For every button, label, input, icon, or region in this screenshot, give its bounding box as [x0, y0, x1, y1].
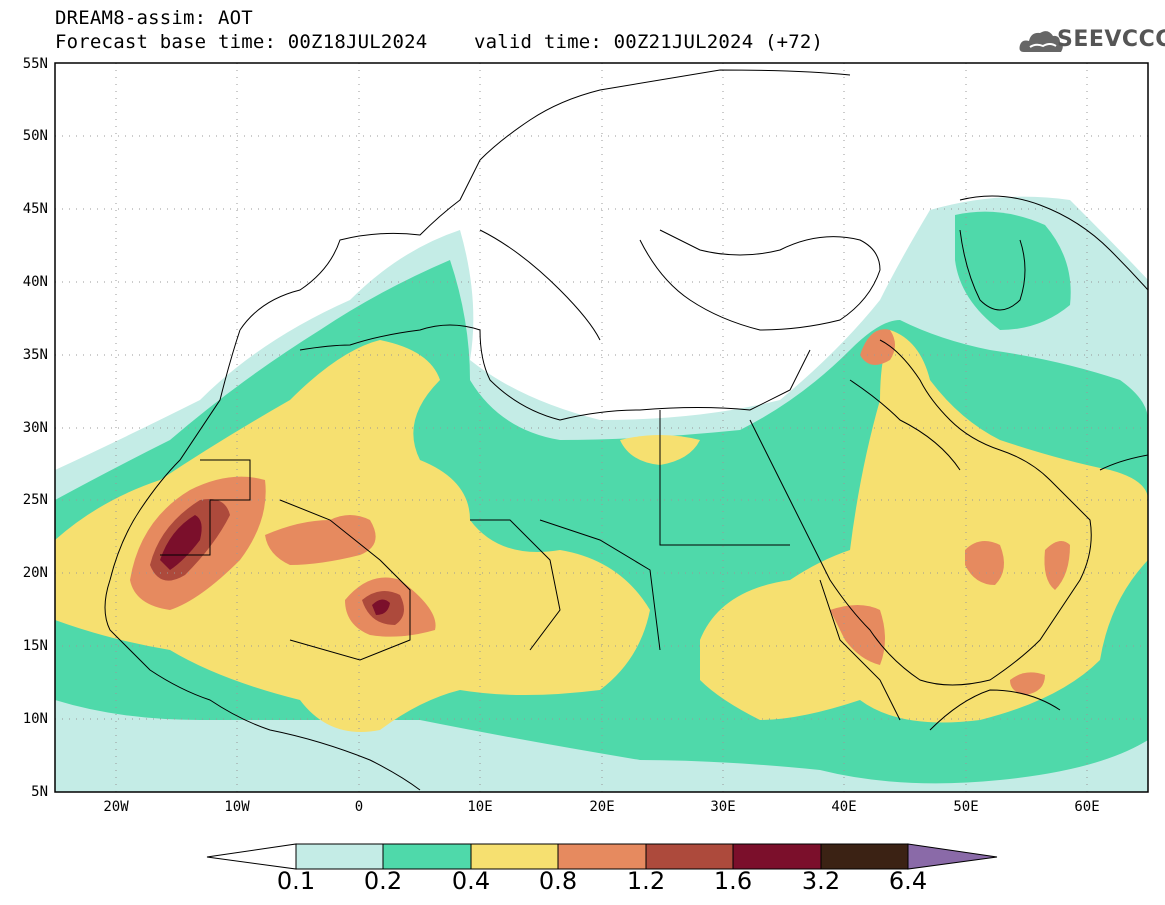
aot-0.8-region-algeria — [265, 515, 376, 565]
lat-label: 20N — [22, 565, 48, 581]
aot-0.4-region-east — [700, 330, 1148, 723]
aot-0.8-region-socotra — [1010, 672, 1045, 695]
lat-label: 55N — [22, 56, 48, 72]
lat-label: 10N — [22, 711, 48, 727]
colorbar-label: 0.8 — [538, 867, 578, 895]
lon-label: 20E — [589, 799, 615, 815]
forecast-times: Forecast base time: 00Z18JUL2024 valid t… — [55, 31, 824, 53]
lon-label: 20W — [103, 799, 129, 815]
aot-0.8-region-oman — [1044, 541, 1070, 590]
logo-text: SEEVCCC — [1057, 27, 1165, 52]
colorbar-label: 1.6 — [713, 867, 753, 895]
aot-0.8-region-arabia — [965, 541, 1004, 585]
lat-label: 40N — [22, 274, 48, 290]
lat-label: 25N — [22, 492, 48, 508]
lat-label: 30N — [22, 420, 48, 436]
aot-0.2-region-caspian — [955, 211, 1071, 330]
lon-label: 30E — [710, 799, 736, 815]
colorbar-label: 3.2 — [801, 867, 841, 895]
lat-label: 35N — [22, 347, 48, 363]
lon-label: 0 — [354, 799, 364, 815]
lon-label: 10W — [224, 799, 250, 815]
lat-label: 45N — [22, 201, 48, 217]
colorbar-label: 1.2 — [626, 867, 666, 895]
colorbar-label: 6.4 — [888, 867, 928, 895]
aot-0.8-region-ethiopia — [830, 605, 885, 665]
colorbar-label: 0.4 — [451, 867, 491, 895]
cloud-logo-icon — [1019, 31, 1063, 52]
lat-label: 5N — [31, 784, 48, 800]
lon-label: 50E — [953, 799, 979, 815]
map-title: DREAM8-assim: AOT — [55, 7, 253, 29]
aot-1.6-region-mali — [372, 599, 390, 615]
coastlines — [104, 69, 1148, 791]
colorbar-label: 0.1 — [276, 867, 316, 895]
lon-label: 40E — [831, 799, 857, 815]
lat-label: 15N — [22, 638, 48, 654]
lon-label: 10E — [467, 799, 493, 815]
colorbar-label: 0.2 — [363, 867, 403, 895]
lat-label: 50N — [22, 128, 48, 144]
colorbar — [206, 843, 998, 870]
aot-1.6-region-west — [160, 515, 202, 570]
lon-label: 60E — [1074, 799, 1100, 815]
aot-0.8-region-iraq — [860, 329, 895, 365]
